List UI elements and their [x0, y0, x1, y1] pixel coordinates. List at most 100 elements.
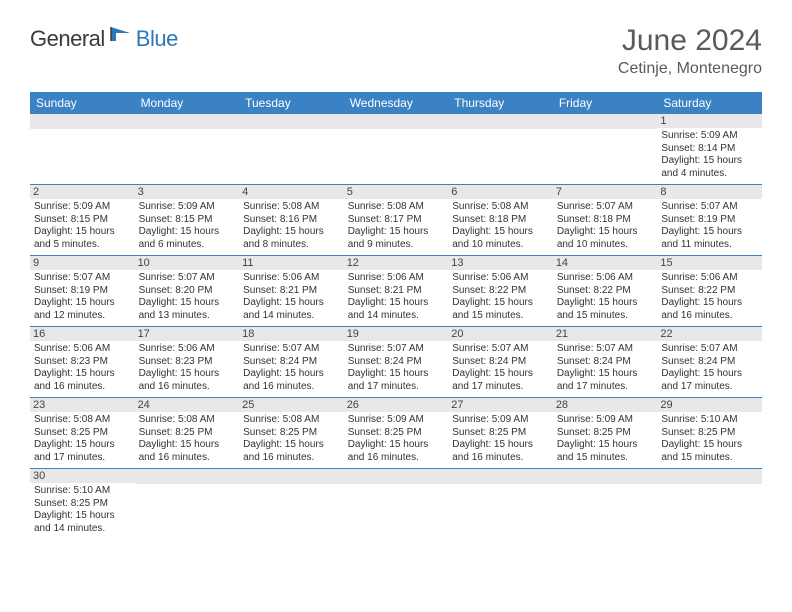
day-info-daylight1: Daylight: 15 hours: [557, 226, 654, 239]
day-info-daylight2: and 15 minutes.: [557, 310, 654, 323]
day-info-sunrise: Sunrise: 5:09 AM: [34, 201, 131, 214]
day-of-week-header: Friday: [553, 92, 658, 114]
day-info-sunrise: Sunrise: 5:07 AM: [661, 343, 758, 356]
day-info-sunrise: Sunrise: 5:07 AM: [661, 201, 758, 214]
day-info-daylight2: and 14 minutes.: [348, 310, 445, 323]
day-info-daylight1: Daylight: 15 hours: [452, 368, 549, 381]
day-info-daylight2: and 4 minutes.: [661, 168, 758, 181]
day-info-sunset: Sunset: 8:23 PM: [139, 356, 236, 369]
day-of-week-header: Saturday: [657, 92, 762, 114]
day-number: 13: [448, 256, 553, 270]
day-info-daylight1: Daylight: 15 hours: [139, 439, 236, 452]
day-number: 21: [553, 327, 658, 341]
day-number: 6: [448, 185, 553, 199]
day-info-sunrise: Sunrise: 5:06 AM: [661, 272, 758, 285]
day-info-sunrise: Sunrise: 5:08 AM: [452, 201, 549, 214]
day-info-sunrise: Sunrise: 5:08 AM: [34, 414, 131, 427]
day-info-sunset: Sunset: 8:25 PM: [452, 427, 549, 440]
day-info-daylight2: and 15 minutes.: [557, 452, 654, 465]
day-number: 5: [344, 185, 449, 199]
calendar-week-row: 23 Sunrise: 5:08 AM Sunset: 8:25 PM Dayligh…: [30, 398, 762, 469]
day-info-daylight2: and 17 minutes.: [452, 381, 549, 394]
day-number: 18: [239, 327, 344, 341]
day-info-daylight1: Daylight: 15 hours: [661, 226, 758, 239]
day-number-empty: [239, 469, 344, 484]
day-number: 22: [657, 327, 762, 341]
calendar-cell-empty: [135, 469, 240, 540]
day-of-week-header: Tuesday: [239, 92, 344, 114]
day-info-sunset: Sunset: 8:22 PM: [557, 285, 654, 298]
calendar-cell: 12Sunrise: 5:06 AMSunset: 8:21 PMDayligh…: [344, 256, 449, 327]
day-info-daylight2: and 16 minutes.: [139, 381, 236, 394]
day-info-daylight2: and 10 minutes.: [557, 239, 654, 252]
day-info-sunset: Sunset: 8:15 PM: [139, 214, 236, 227]
day-info-sunset: Sunset: 8:23 PM: [34, 356, 131, 369]
calendar-cell: 8 Sunrise: 5:07 AMSunset: 8:19 PMDaylight…: [657, 185, 762, 256]
day-number-empty: [135, 114, 240, 129]
calendar-cell: 21Sunrise: 5:07 AMSunset: 8:24 PMDayligh…: [553, 327, 658, 398]
day-info-daylight2: and 14 minutes.: [34, 523, 131, 536]
day-of-week-header: Sunday: [30, 92, 135, 114]
day-info-daylight1: Daylight: 15 hours: [34, 510, 131, 523]
day-info-daylight2: and 17 minutes.: [348, 381, 445, 394]
day-info-daylight2: and 16 minutes.: [34, 381, 131, 394]
day-number-empty: [344, 469, 449, 484]
day-info-sunrise: Sunrise: 5:10 AM: [34, 485, 131, 498]
day-info-daylight2: and 16 minutes.: [452, 452, 549, 465]
day-info-daylight1: Daylight: 15 hours: [139, 226, 236, 239]
day-info-daylight2: and 16 minutes.: [348, 452, 445, 465]
day-info-sunrise: Sunrise: 5:06 AM: [452, 272, 549, 285]
calendar-week-row: 16Sunrise: 5:06 AMSunset: 8:23 PMDayligh…: [30, 327, 762, 398]
calendar-cell: 17Sunrise: 5:06 AMSunset: 8:23 PMDayligh…: [135, 327, 240, 398]
day-info-sunset: Sunset: 8:18 PM: [452, 214, 549, 227]
day-info-daylight1: Daylight: 15 hours: [557, 297, 654, 310]
logo: General Blue: [30, 26, 178, 52]
calendar-cell-empty: [657, 469, 762, 540]
day-of-week-header: Thursday: [448, 92, 553, 114]
day-info-sunrise: Sunrise: 5:09 AM: [661, 130, 758, 143]
day-number-empty: [553, 469, 658, 484]
day-info-sunset: Sunset: 8:16 PM: [243, 214, 340, 227]
calendar-cell: 25Sunrise: 5:08 AMSunset: 8:25 PMDayligh…: [239, 398, 344, 469]
calendar-cell: 28Sunrise: 5:09 AMSunset: 8:25 PMDayligh…: [553, 398, 658, 469]
day-info-daylight2: and 16 minutes.: [661, 310, 758, 323]
day-number: 8: [657, 185, 762, 199]
day-info-daylight1: Daylight: 15 hours: [243, 439, 340, 452]
calendar-cell-empty: [344, 114, 449, 185]
day-info-sunrise: Sunrise: 5:09 AM: [348, 414, 445, 427]
day-info-daylight2: and 8 minutes.: [243, 239, 340, 252]
day-info-sunrise: Sunrise: 5:07 AM: [348, 343, 445, 356]
day-info-daylight2: and 14 minutes.: [243, 310, 340, 323]
day-info-daylight2: and 13 minutes.: [139, 310, 236, 323]
day-info-sunset: Sunset: 8:19 PM: [34, 285, 131, 298]
calendar-cell: 19Sunrise: 5:07 AMSunset: 8:24 PMDayligh…: [344, 327, 449, 398]
day-number-empty: [30, 114, 135, 129]
calendar-cell: 3Sunrise: 5:09 AMSunset: 8:15 PMDaylight…: [135, 185, 240, 256]
calendar-cell: 4Sunrise: 5:08 AMSunset: 8:16 PMDaylight…: [239, 185, 344, 256]
day-number-empty: [135, 469, 240, 484]
day-number: 25: [239, 398, 344, 412]
day-info-sunset: Sunset: 8:24 PM: [452, 356, 549, 369]
calendar-table: SundayMondayTuesdayWednesdayThursdayFrid…: [30, 92, 762, 539]
day-number: 1: [657, 114, 762, 128]
day-info-daylight2: and 16 minutes.: [139, 452, 236, 465]
day-info-sunrise: Sunrise: 5:09 AM: [139, 201, 236, 214]
day-info-sunset: Sunset: 8:19 PM: [661, 214, 758, 227]
day-info-sunset: Sunset: 8:17 PM: [348, 214, 445, 227]
day-info-sunset: Sunset: 8:20 PM: [139, 285, 236, 298]
day-number: 27: [448, 398, 553, 412]
day-number: 23: [30, 398, 135, 412]
calendar-cell-empty: [448, 114, 553, 185]
calendar-cell: 24Sunrise: 5:08 AMSunset: 8:25 PMDayligh…: [135, 398, 240, 469]
day-info-daylight2: and 15 minutes.: [661, 452, 758, 465]
day-info-sunset: Sunset: 8:21 PM: [243, 285, 340, 298]
calendar-cell: 1Sunrise: 5:09 AMSunset: 8:14 PMDaylight…: [657, 114, 762, 185]
day-info-sunrise: Sunrise: 5:07 AM: [452, 343, 549, 356]
day-info-sunrise: Sunrise: 5:06 AM: [34, 343, 131, 356]
day-info-daylight1: Daylight: 15 hours: [452, 226, 549, 239]
day-info-daylight2: and 5 minutes.: [34, 239, 131, 252]
day-number: 9: [30, 256, 135, 270]
calendar-cell-empty: [553, 469, 658, 540]
day-number-empty: [239, 114, 344, 129]
day-info-sunrise: Sunrise: 5:08 AM: [348, 201, 445, 214]
